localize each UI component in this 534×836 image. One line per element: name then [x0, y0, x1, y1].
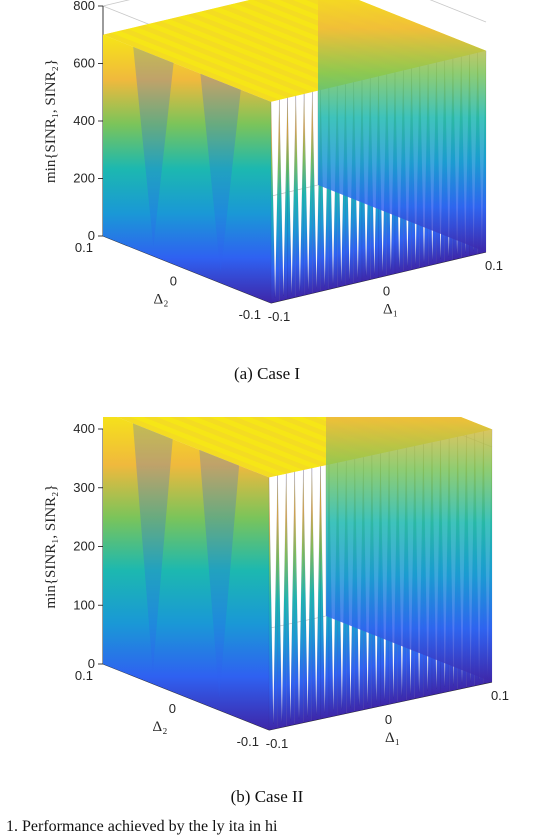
ridge-cap	[130, 417, 287, 476]
ridge-cap	[222, 417, 347, 463]
z-tick-label: 200	[73, 539, 95, 554]
ridge	[268, 475, 278, 731]
ridge	[277, 473, 287, 729]
surface-left-face	[103, 417, 269, 730]
ridge-cap	[111, 30, 288, 100]
caption-a: (a) Case I	[233, 364, 301, 383]
y-ticks: 0.1 0 -0.1	[75, 240, 261, 322]
ridge-cap	[156, 417, 304, 472]
ridge	[270, 99, 280, 304]
z-axis-label: min{SINR₁, SINR₂}	[43, 484, 59, 608]
x-tick-label: 0.1	[485, 258, 503, 273]
z-tick-label: 0	[88, 228, 95, 243]
y-tick-label: 0	[170, 274, 177, 289]
surface-wave-shading	[132, 423, 240, 698]
x-ticks: -0.1 0 0.1	[266, 688, 509, 751]
z-tick-label: 400	[73, 113, 95, 128]
y-tick-label: 0.1	[75, 240, 93, 255]
wave-trough	[132, 423, 173, 672]
figure-panel-b: 0 100 200 300 400 0.1 0 -0.1 -0.1 0 0.1 min{SINR₁, …	[0, 417, 534, 834]
x-axis-label: Δ₁	[385, 730, 400, 746]
ridge	[294, 469, 304, 725]
ridge-cap	[185, 13, 362, 83]
ridge	[295, 93, 305, 298]
surface-wave-shading	[133, 46, 241, 273]
z-tick-label: 200	[73, 171, 95, 186]
wave-trough	[199, 449, 240, 698]
ridge-cap	[177, 15, 354, 85]
x-tick-label: 0	[383, 284, 390, 299]
x-axis-label: Δ₁	[383, 302, 398, 318]
y-tick-label: 0.1	[75, 668, 93, 683]
z-tick-label: 0	[88, 656, 95, 671]
surface-left-face	[103, 34, 271, 304]
ridge	[303, 91, 313, 296]
y-tick-label: -0.1	[237, 734, 259, 749]
z-tick-label: 600	[73, 56, 95, 71]
y-ticks: 0.1 0 -0.1	[75, 668, 259, 749]
ridge-cap	[236, 417, 355, 461]
x-tick-label: 0.1	[491, 688, 509, 703]
wave-trough	[200, 73, 241, 273]
x-tick-label: 0	[385, 712, 392, 727]
ridge-cap	[169, 17, 346, 87]
surface-right-face	[318, 0, 486, 252]
caption-b: (b) Case II	[230, 787, 304, 806]
wave-trough	[133, 46, 174, 246]
box-edge	[429, 0, 487, 23]
y-tick-label: 0	[169, 701, 176, 716]
surface	[103, 417, 493, 731]
surface	[103, 0, 487, 304]
y-axis-label: Δ₂	[153, 719, 168, 735]
z-tick-label: 800	[73, 0, 95, 13]
z-ticks: 0 200 400 600 800	[73, 0, 103, 243]
y-tick-label: -0.1	[239, 307, 261, 322]
ridge	[279, 97, 288, 302]
z-ticks: 0 100 200 300 400	[73, 421, 103, 671]
ridge-cap	[127, 26, 305, 96]
x-tick-label: -0.1	[266, 736, 288, 751]
ridge-cap	[169, 417, 312, 470]
ridge-cap	[209, 417, 338, 465]
ridge-cap	[144, 23, 321, 92]
surface-right-face	[326, 417, 492, 682]
ridge	[312, 89, 321, 294]
figure-caption-text: 1. Performance achieved by the ly ita in…	[6, 818, 278, 835]
ridge-cap	[152, 21, 329, 90]
ridge	[311, 466, 321, 722]
z-axis-label: min{SINR₁, SINR₂}	[43, 59, 59, 183]
z-tick-label: 300	[73, 480, 95, 495]
ridge-cap	[183, 417, 321, 469]
ridge-cap	[117, 417, 278, 478]
z-tick-label: 100	[73, 597, 95, 612]
ridge-cap	[136, 24, 313, 94]
ridge-cap	[103, 32, 280, 102]
ridge	[286, 471, 295, 727]
ridge-cap	[119, 28, 296, 98]
ridge-cap	[160, 19, 338, 89]
x-ticks: -0.1 0 0.1	[268, 258, 503, 324]
ridge	[287, 95, 296, 300]
y-axis-label: Δ₂	[154, 292, 169, 308]
figure-panel-a: 0 200 400 600 800 0.1 0 -0.1 -0.1 0 0.1 min{SINR₁, …	[0, 0, 534, 417]
ridge-cap	[143, 417, 295, 474]
x-tick-label: -0.1	[268, 309, 290, 324]
ridge	[303, 468, 313, 723]
ridge-cap	[196, 417, 329, 467]
z-tick-label: 400	[73, 421, 95, 436]
